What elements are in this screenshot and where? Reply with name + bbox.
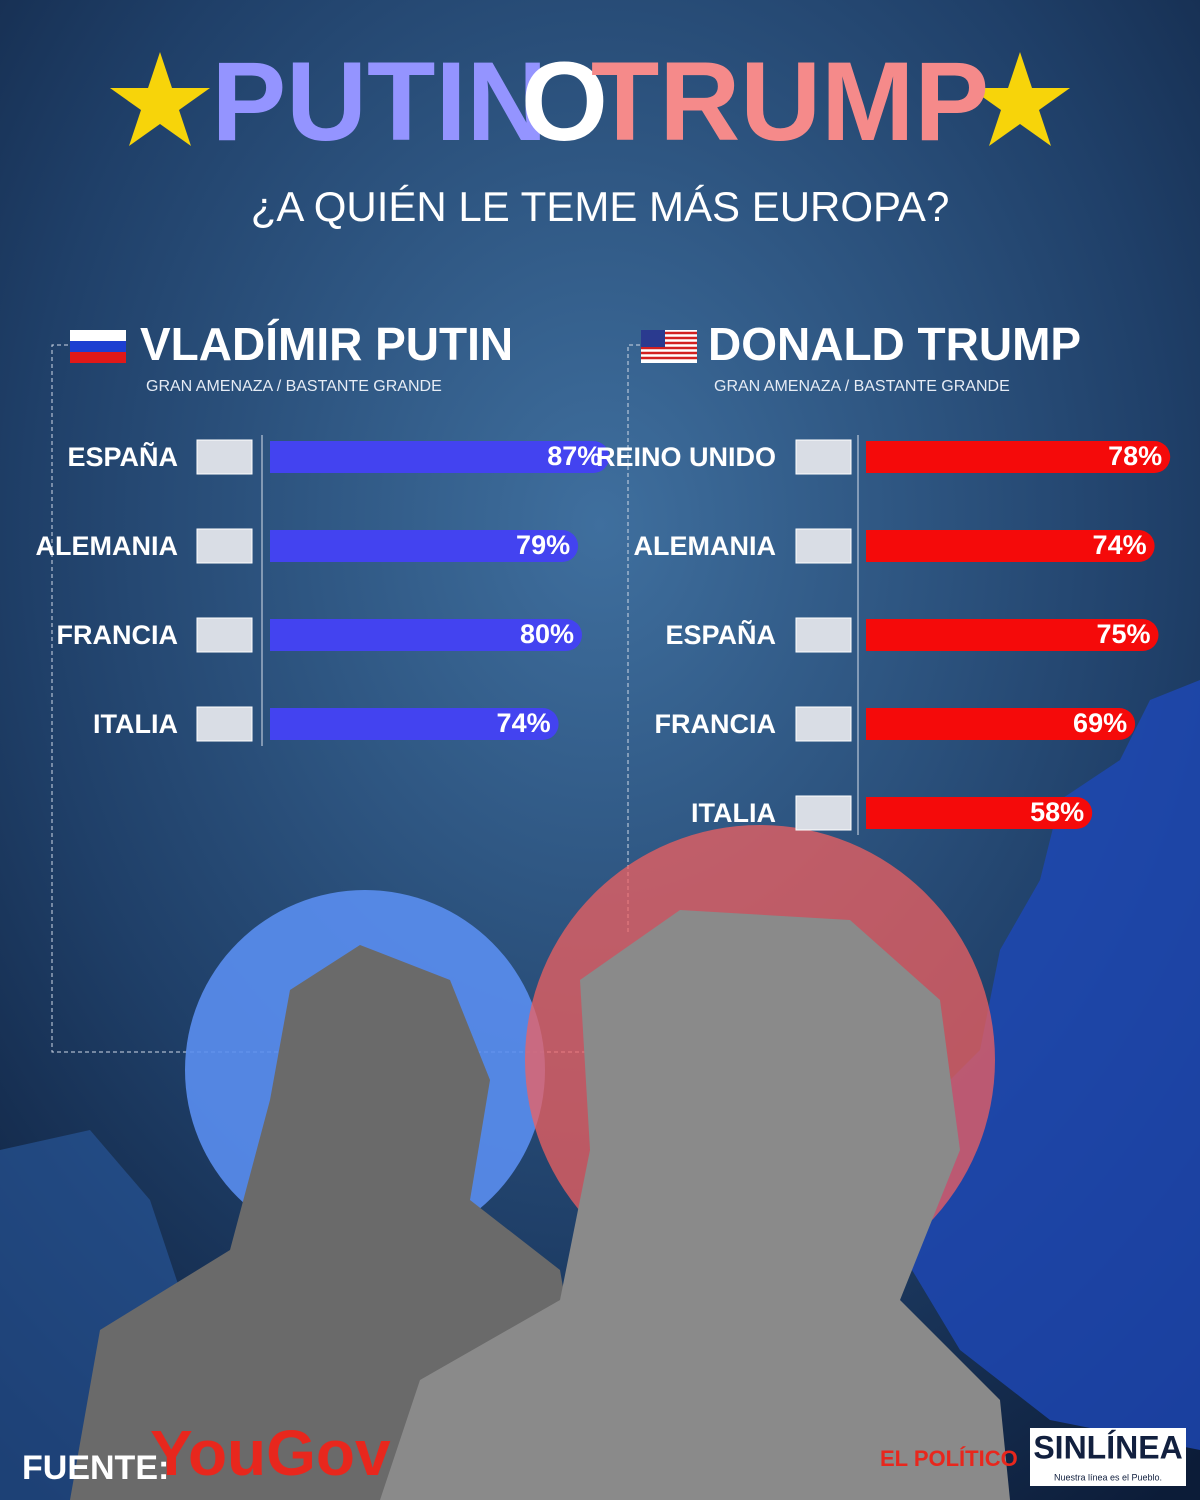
category-label: ESPAÑA [67, 441, 178, 472]
flag [196, 528, 253, 564]
flag [795, 439, 852, 475]
flag [196, 617, 253, 653]
source-label: FUENTE: [22, 1449, 169, 1487]
value-label: 79% [516, 530, 570, 560]
europe-map [900, 680, 1200, 1450]
bar [866, 530, 1155, 562]
value-label: 74% [1093, 530, 1147, 560]
star [110, 52, 210, 146]
subtitle: ¿A QUIÉN LE TEME MÁS EUROPA? [251, 183, 950, 230]
logo-left: EL POLÍTICO [880, 1446, 1018, 1471]
value-label: 69% [1073, 708, 1127, 738]
title-o: O [521, 39, 608, 164]
bar [270, 708, 559, 740]
category-label: REINO UNIDO [596, 442, 776, 472]
panel-subtitle: GRAN AMENAZA / BASTANTE GRANDE [714, 378, 1010, 395]
flag-usa [641, 330, 697, 363]
value-label: 80% [520, 619, 574, 649]
flag [795, 528, 852, 564]
bar [270, 619, 582, 651]
value-label: 87% [547, 441, 601, 471]
panel-title: DONALD TRUMP [708, 318, 1081, 370]
logo-box [1030, 1428, 1186, 1486]
logo-right: SINLÍNEA [1033, 1429, 1182, 1465]
panel-subtitle: GRAN AMENAZA / BASTANTE GRANDE [146, 378, 442, 395]
bar [270, 441, 610, 473]
star [970, 52, 1070, 146]
panel-title: VLADÍMIR PUTIN [140, 318, 513, 370]
bar [866, 441, 1171, 473]
bar [866, 619, 1159, 651]
category-label: FRANCIA [57, 620, 179, 650]
category-label: ALEMANIA [634, 531, 777, 561]
bar [866, 797, 1093, 829]
category-label: FRANCIA [655, 709, 777, 739]
value-label: 74% [497, 708, 551, 738]
bracket [627, 344, 640, 935]
title: PUTIN O TRUMP [211, 39, 989, 164]
trump-photo [380, 910, 1010, 1500]
flag [196, 706, 253, 742]
category-label: ITALIA [93, 709, 178, 739]
category-label: ITALIA [691, 798, 776, 828]
value-label: 58% [1030, 797, 1084, 827]
category-label: ESPAÑA [665, 619, 776, 650]
flag [196, 439, 253, 475]
bar [866, 708, 1136, 740]
flag [795, 795, 852, 831]
bar [270, 530, 579, 562]
value-label: 75% [1096, 619, 1150, 649]
flag-russia [70, 330, 126, 363]
flag [795, 617, 852, 653]
value-label: 78% [1108, 441, 1162, 471]
flag [795, 706, 852, 742]
title-trump: TRUMP [591, 39, 989, 164]
tagline: Nuestra línea es el Pueblo. [1054, 1472, 1162, 1482]
source: YouGov [150, 1417, 391, 1489]
category-label: ALEMANIA [36, 531, 179, 561]
title-putin: PUTIN [211, 39, 547, 164]
